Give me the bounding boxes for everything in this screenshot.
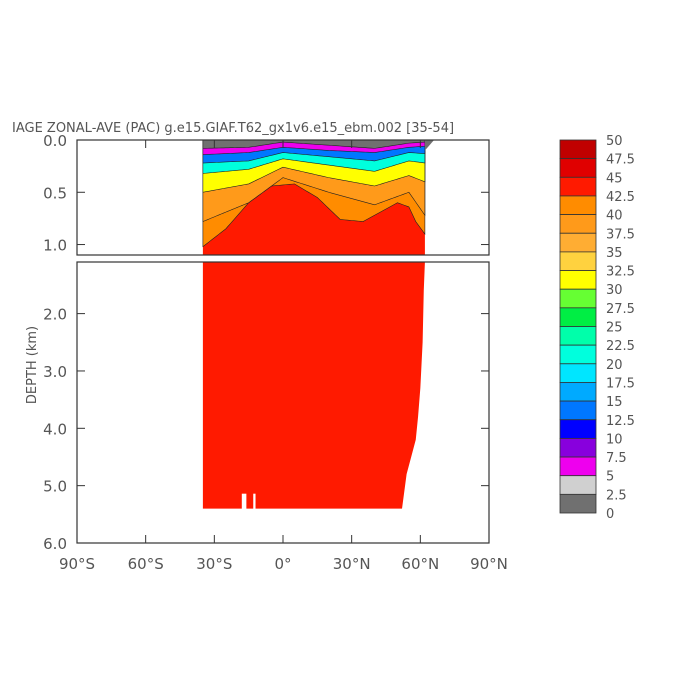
x-tick-label: 60°N [401,555,439,573]
y-tick-label: 3.0 [43,363,67,381]
colorbar-swatch [559,344,597,365]
y-tick-label: 2.0 [43,306,67,324]
y-tick-label: 0.0 [43,132,67,150]
colorbar-swatch [559,475,597,495]
colorbar-swatch [559,400,597,421]
colorbar-legend: 5047.54542.54037.53532.53027.52522.52017… [559,134,635,522]
colorbar-label: 47.5 [606,153,635,168]
x-tick-label: 30°N [333,555,371,573]
colorbar-swatch [559,493,597,514]
deep-water-age-region [202,262,425,509]
colorbar-label: 40 [606,209,623,224]
colorbar-label: 45 [606,171,623,186]
colorbar-swatch [559,176,597,197]
y-tick-label: 4.0 [43,420,67,438]
colorbar-swatch [559,437,597,458]
colorbar-swatch [559,195,597,215]
bathymetry-notch [253,493,256,510]
colorbar-swatch [559,307,597,327]
chart-title: IAGE ZONAL-AVE (PAC) g.e15.GIAF.T62_gx1v… [12,121,454,136]
colorbar-swatch [559,363,597,383]
y-tick-label: 1.0 [43,237,67,255]
colorbar-label: 0 [606,507,614,522]
colorbar-label: 20 [606,358,623,373]
colorbar-swatch [559,326,597,346]
colorbar-swatch [559,251,597,271]
colorbar-label: 15 [606,395,623,410]
colorbar-swatch [559,382,597,402]
colorbar-swatch [559,288,597,309]
colorbar-label: 2.5 [606,488,627,503]
colorbar-label: 27.5 [606,302,635,317]
colorbar-label: 5 [606,470,614,485]
colorbar-label: 42.5 [606,190,635,205]
colorbar-swatch [559,139,597,160]
x-tick-label: 0° [274,555,291,573]
colorbar-label: 7.5 [606,451,627,466]
colorbar-label: 12.5 [606,414,635,429]
x-tick-label: 30°S [196,555,232,573]
colorbar-swatch [559,456,597,477]
y-tick-label: 0.5 [43,184,67,202]
x-tick-label: 60°S [128,555,164,573]
colorbar-swatch [559,232,597,253]
colorbar-label: 25 [606,321,623,336]
y-axis-label: DEPTH (km) [25,326,40,404]
colorbar-label: 22.5 [606,339,635,354]
plot-area: 0.0 0.5 1.0 2.0 3.0 4.0 5.0 6.0 90°S 60°S 30°S 0° 30… [43,132,508,573]
colorbar-label: 30 [606,283,623,298]
colorbar-label: 50 [606,134,623,149]
colorbar-label: 37.5 [606,227,635,242]
bathymetry-notch [241,493,247,510]
colorbar-label: 10 [606,432,623,447]
y-tick-label: 5.0 [43,478,67,496]
colorbar-swatch [559,214,597,234]
colorbar-swatch [559,270,597,290]
colorbar-swatch [559,419,597,439]
x-tick-label: 90°N [470,555,508,573]
y-tick-label: 6.0 [43,535,67,553]
colorbar-label: 17.5 [606,376,635,391]
surface-band [424,140,435,151]
colorbar-label: 35 [606,246,623,261]
x-tick-label: 90°S [59,555,95,573]
colorbar-swatch [559,158,597,178]
colorbar-label: 32.5 [606,265,635,280]
contour-band [202,139,426,149]
